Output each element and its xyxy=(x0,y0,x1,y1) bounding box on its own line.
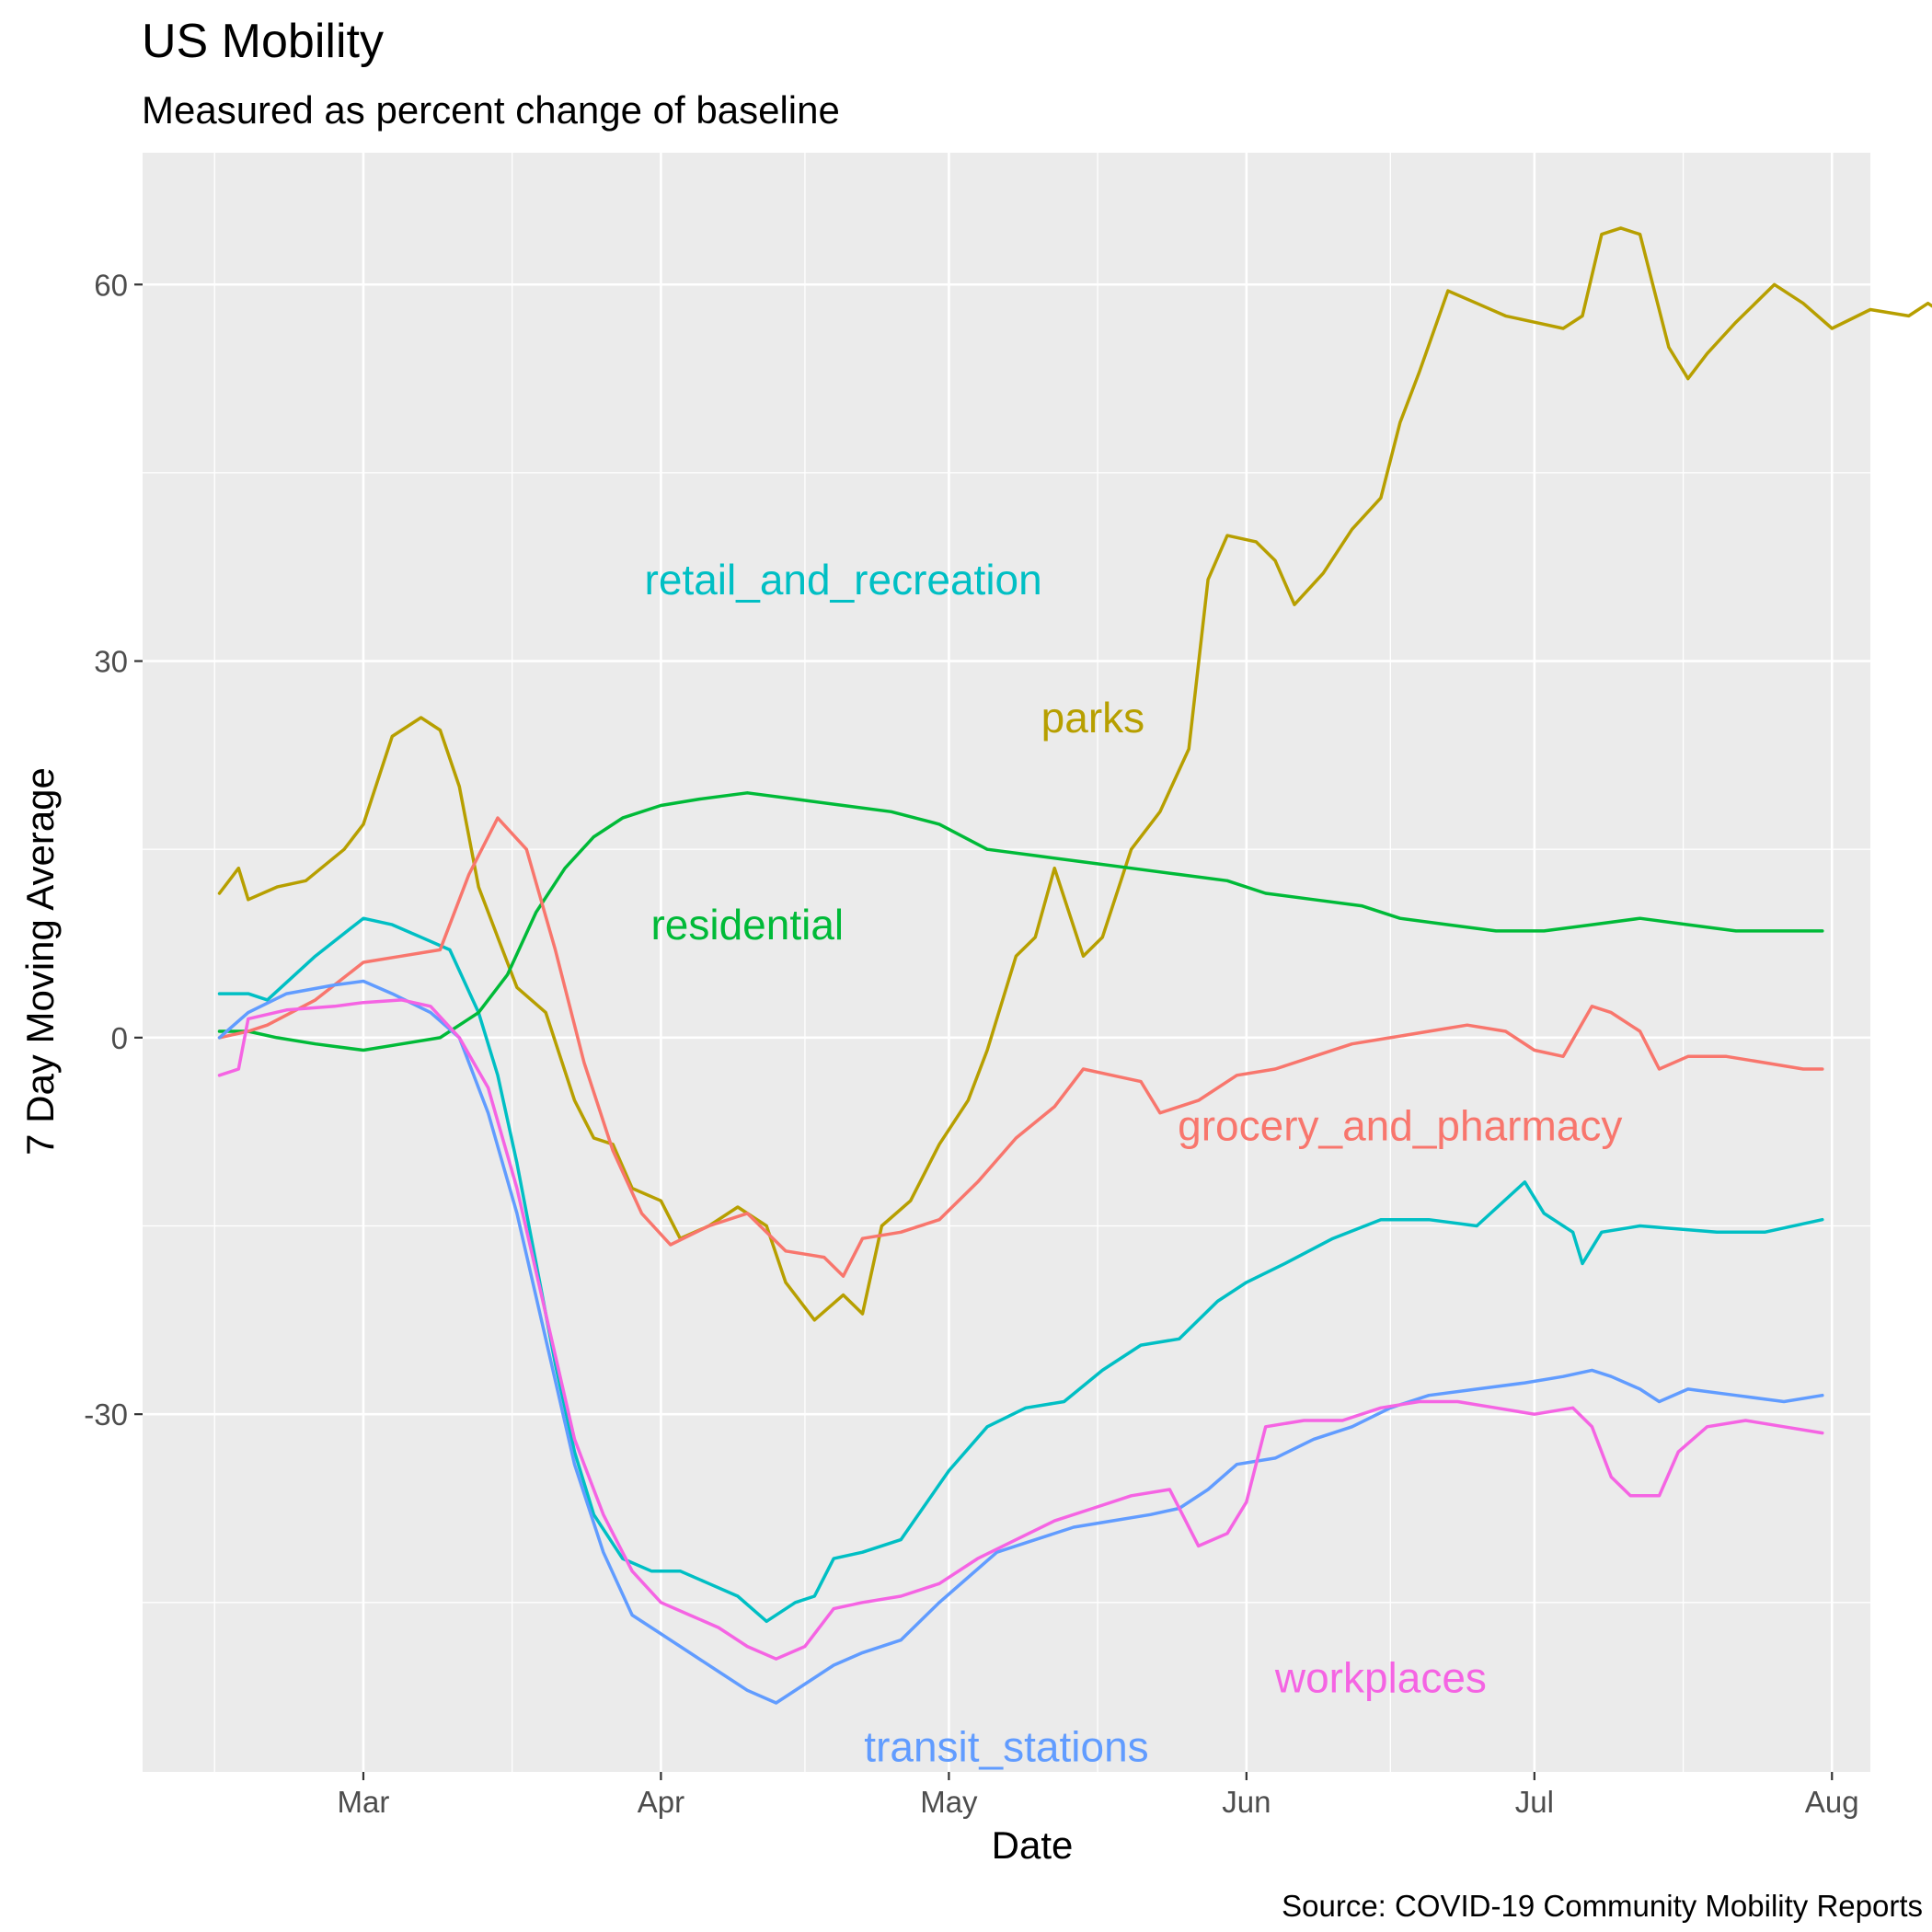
series-label-workplaces: workplaces xyxy=(1274,1654,1487,1702)
source-caption: Source: COVID-19 Community Mobility Repo… xyxy=(1282,1889,1923,1923)
series-label-parks: parks xyxy=(1041,694,1144,742)
x-axis-ticks: Mar Apr May Jun Jul Aug xyxy=(338,1772,1859,1819)
y-tick-label: 60 xyxy=(94,268,128,302)
y-axis-title: 7 Day Moving Average xyxy=(18,767,62,1156)
x-tick-label: May xyxy=(920,1785,978,1819)
x-tick-label: Mar xyxy=(338,1785,390,1819)
y-tick-label: -30 xyxy=(84,1397,128,1432)
plot-panel xyxy=(143,153,1870,1772)
series-label-retail-and-recreation: retail_and_recreation xyxy=(645,556,1042,604)
y-axis-ticks: -30 0 30 60 xyxy=(84,268,143,1432)
x-tick-label: Apr xyxy=(638,1785,684,1819)
x-tick-label: Jul xyxy=(1515,1785,1554,1819)
series-line-parks xyxy=(217,226,1932,1322)
series-line-transit-stations xyxy=(217,979,1824,1705)
x-tick-label: Aug xyxy=(1805,1785,1859,1819)
series-label-grocery-and-pharmacy: grocery_and_pharmacy xyxy=(1178,1101,1622,1149)
y-tick-label: 0 xyxy=(111,1021,128,1055)
series-label-transit-stations: transit_stations xyxy=(864,1723,1148,1771)
chart-subtitle: Measured as percent change of baseline xyxy=(142,88,840,132)
x-axis-title: Date xyxy=(992,1823,1074,1867)
x-tick-label: Jun xyxy=(1222,1785,1271,1819)
y-tick-label: 30 xyxy=(94,645,128,679)
series-label-residential: residential xyxy=(650,901,844,949)
series-line-workplaces xyxy=(217,998,1824,1661)
chart-title: US Mobility xyxy=(142,15,384,68)
series-lines xyxy=(217,226,1932,1705)
series-line-grocery-and-pharmacy xyxy=(217,816,1824,1278)
